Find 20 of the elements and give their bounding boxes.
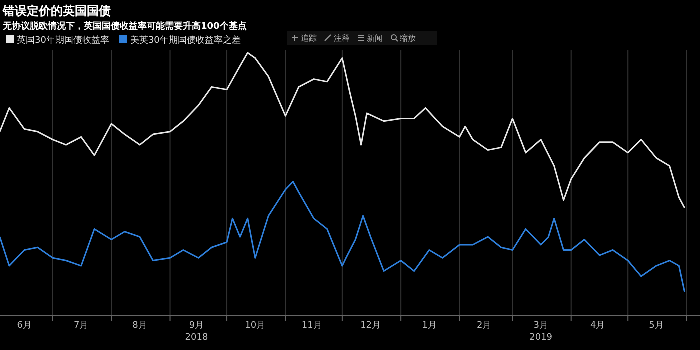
- text: 新闻: [367, 34, 383, 43]
- legend-label: 英国30年期国债收益率: [17, 35, 110, 46]
- text: 追踪: [301, 34, 317, 43]
- x-tick-label: 2月: [476, 321, 492, 331]
- chart-subtitle: 无协议脱欧情况下，英国国债收益率可能需要升高100个基点: [2, 21, 247, 32]
- text: 注释: [334, 34, 350, 43]
- x-tick-label: 9月 2018: [185, 321, 208, 343]
- x-tick-label: 4月: [590, 321, 606, 331]
- x-tick-label: 12月: [360, 321, 382, 331]
- x-tick-label: 7月: [74, 321, 89, 331]
- x-tick-label: 8月: [132, 321, 148, 331]
- x-tick-label: 1月: [422, 321, 437, 331]
- chart-title: 错误定价的英国国债: [2, 4, 111, 18]
- x-tick-label: 10月: [245, 321, 266, 331]
- x-tick-label: 11月: [302, 321, 322, 331]
- x-tick-label: 3月 2019: [530, 321, 553, 343]
- legend-label: 美英30年期国债收益率之差: [130, 35, 241, 46]
- x-tick-label: 5月: [649, 321, 664, 331]
- x-tick-label: 6月: [17, 321, 32, 331]
- text: 缩放: [400, 34, 416, 43]
